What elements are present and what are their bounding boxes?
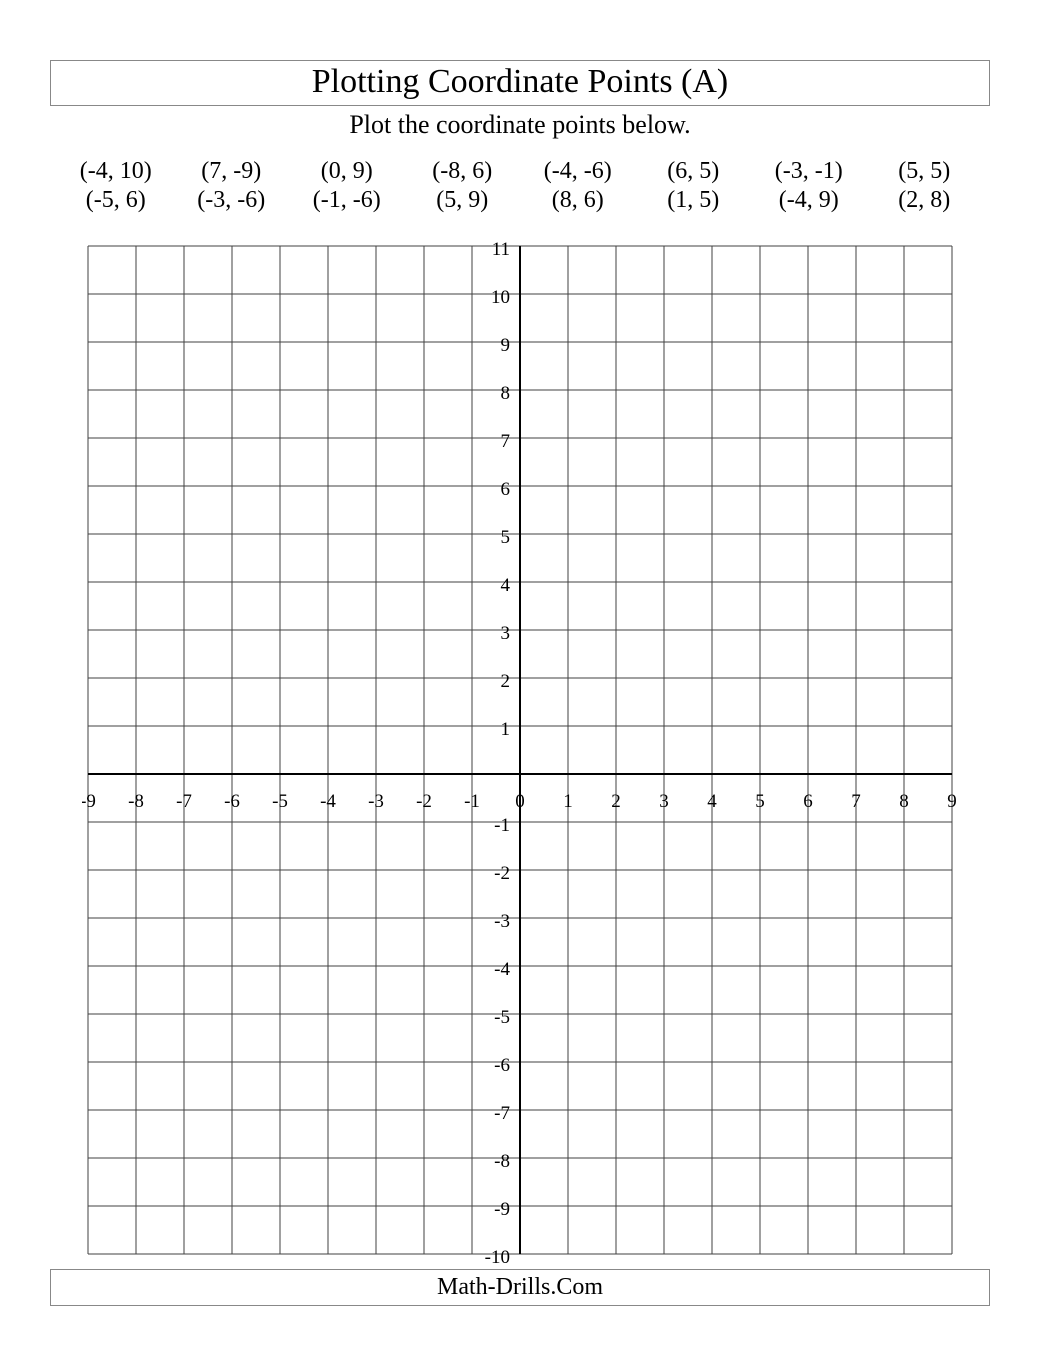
- y-tick-label: -4: [494, 959, 510, 980]
- x-tick-label: -6: [224, 791, 240, 812]
- worksheet-subtitle: Plot the coordinate points below.: [50, 110, 990, 140]
- coordinate-point: (-1, -6): [289, 187, 405, 214]
- y-tick-label: -8: [494, 1151, 510, 1172]
- x-tick-label: 5: [755, 791, 765, 812]
- coordinate-point: (-3, -6): [174, 187, 290, 214]
- coordinate-point: (2, 8): [867, 187, 983, 214]
- y-tick-label: -2: [494, 863, 510, 884]
- x-tick-label: 2: [611, 791, 621, 812]
- y-tick-label: 8: [501, 383, 511, 404]
- x-tick-label: -2: [416, 791, 432, 812]
- coordinate-grid: -9-8-7-6-5-4-3-2-10123456789-11-10-9-8-7…: [82, 240, 958, 1270]
- y-tick-label: 1: [501, 719, 511, 740]
- x-tick-label: -7: [176, 791, 192, 812]
- coordinate-point: (-4, 9): [751, 187, 867, 214]
- coordinate-point: (-4, -6): [520, 158, 636, 185]
- coordinate-point: (5, 9): [405, 187, 521, 214]
- coordinate-point: (-8, 6): [405, 158, 521, 185]
- worksheet-title: Plotting Coordinate Points (A): [50, 60, 990, 106]
- x-tick-label: 4: [707, 791, 717, 812]
- y-tick-label: 6: [501, 479, 511, 500]
- y-tick-label: 3: [501, 623, 511, 644]
- coordinate-point: (-5, 6): [58, 187, 174, 214]
- coordinate-point: (-3, -1): [751, 158, 867, 185]
- worksheet-footer: Math-Drills.Com: [50, 1269, 990, 1306]
- x-tick-label: -1: [464, 791, 480, 812]
- x-tick-label: 0: [515, 791, 525, 812]
- coordinate-point: (1, 5): [636, 187, 752, 214]
- coordinate-points-list: (-4, 10)(7, -9)(0, 9)(-8, 6)(-4, -6)(6, …: [58, 158, 982, 214]
- coordinate-point: (6, 5): [636, 158, 752, 185]
- y-tick-label: 4: [501, 575, 511, 596]
- coordinate-point: (7, -9): [174, 158, 290, 185]
- y-tick-label: -6: [494, 1055, 510, 1076]
- y-tick-label: 5: [501, 527, 511, 548]
- x-tick-label: 8: [899, 791, 909, 812]
- coordinate-point: (0, 9): [289, 158, 405, 185]
- y-tick-label: 9: [501, 335, 511, 356]
- y-tick-label: 2: [501, 671, 511, 692]
- x-tick-label: -9: [82, 791, 96, 812]
- y-tick-label: 11: [492, 240, 510, 260]
- coordinate-point: (-4, 10): [58, 158, 174, 185]
- coordinate-point: (5, 5): [867, 158, 983, 185]
- x-tick-label: -3: [368, 791, 384, 812]
- y-tick-label: 7: [501, 431, 511, 452]
- y-tick-label: -1: [494, 815, 510, 836]
- y-tick-label: -5: [494, 1007, 510, 1028]
- x-tick-label: 3: [659, 791, 669, 812]
- x-tick-label: 6: [803, 791, 813, 812]
- y-tick-label: 10: [491, 287, 510, 308]
- x-tick-label: -5: [272, 791, 288, 812]
- x-tick-label: 9: [947, 791, 957, 812]
- y-tick-label: -9: [494, 1199, 510, 1220]
- y-tick-label: -3: [494, 911, 510, 932]
- coordinate-point: (8, 6): [520, 187, 636, 214]
- x-tick-label: -4: [320, 791, 336, 812]
- x-tick-label: 7: [851, 791, 861, 812]
- y-tick-label: -10: [485, 1247, 510, 1268]
- x-tick-label: -8: [128, 791, 144, 812]
- x-tick-label: 1: [563, 791, 573, 812]
- y-tick-label: -7: [494, 1103, 510, 1124]
